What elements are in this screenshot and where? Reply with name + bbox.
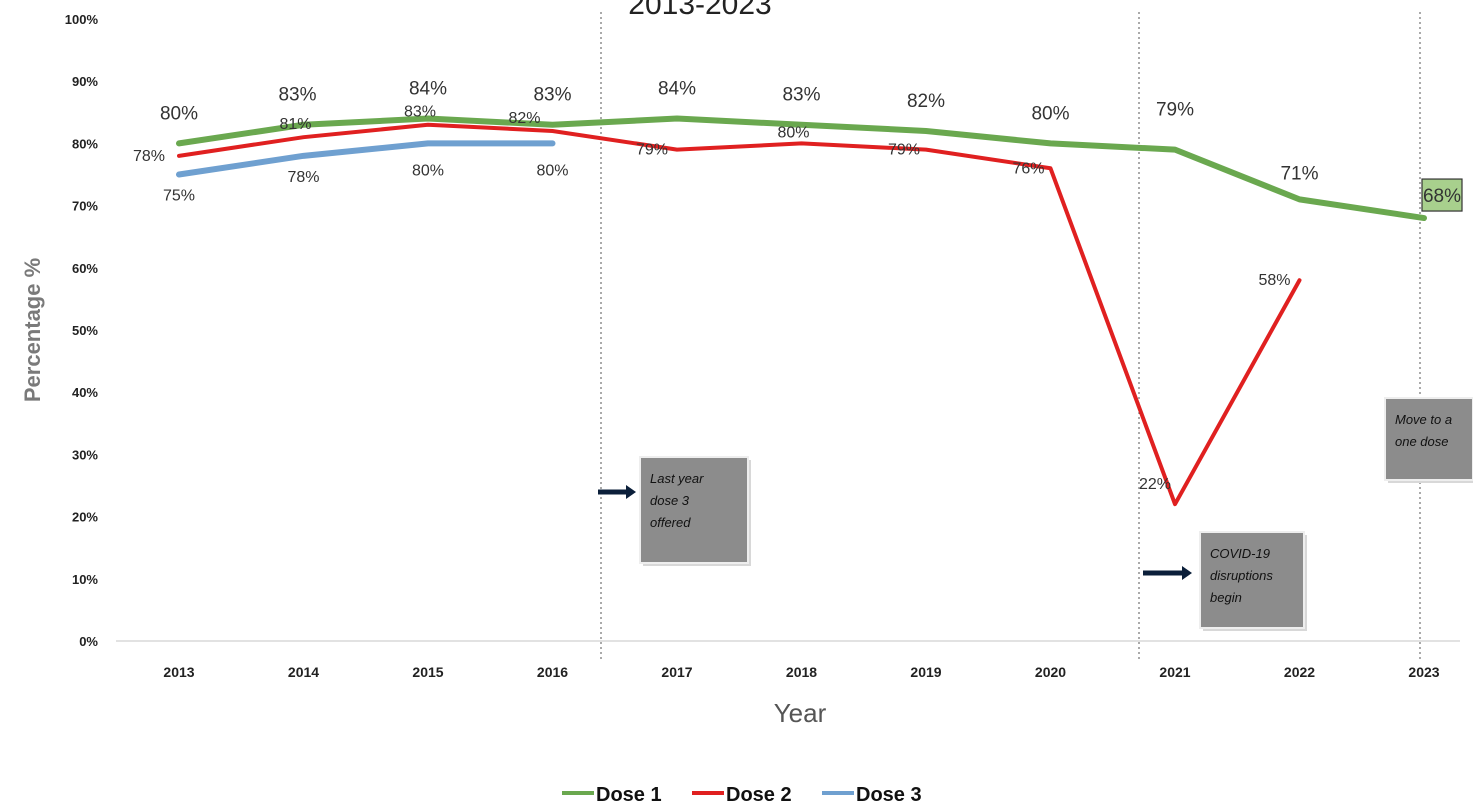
y-tick-label: 80% — [72, 136, 98, 151]
y-axis: 0% 10% 20% 30% 40% 50% 60% 70% 80% 90% 100% — [65, 12, 99, 649]
annotation-text: begin — [1210, 590, 1242, 605]
data-label: 83% — [404, 104, 436, 121]
data-label: 58% — [1258, 272, 1290, 289]
y-axis-title: Percentage % — [20, 258, 45, 402]
data-label: 80% — [777, 124, 809, 141]
annotation-box — [639, 456, 749, 564]
legend-label: Dose 3 — [856, 784, 922, 806]
annotation-text: COVID-19 — [1210, 546, 1270, 561]
y-tick-label: 50% — [72, 323, 98, 338]
x-tick-label: 2018 — [786, 664, 817, 680]
x-tick-label: 2015 — [412, 664, 443, 680]
data-label: 84% — [409, 79, 447, 100]
data-label: 71% — [1280, 163, 1318, 184]
highlight-box — [1421, 178, 1463, 212]
annotation-text: Last year — [650, 471, 704, 486]
x-tick-label: 2020 — [1035, 664, 1066, 680]
data-label: 81% — [279, 116, 311, 133]
y-tick-label: 60% — [72, 261, 98, 276]
y-tick-label: 100% — [65, 12, 99, 27]
x-tick-label: 2017 — [661, 664, 692, 680]
series-line-dose-1 — [176, 115, 1427, 222]
data-label: 80% — [412, 162, 444, 179]
data-label: 78% — [287, 169, 319, 186]
y-tick-label: 90% — [72, 74, 98, 89]
x-axis: 2013 2014 2015 2016 2017 2018 2019 2020 2021 2022… — [116, 640, 1460, 680]
data-label: 80% — [536, 162, 568, 179]
series-line-dose-2 — [177, 122, 1302, 507]
data-label: 79% — [888, 142, 920, 159]
annotation-text: disruptions — [1210, 568, 1273, 583]
legend: Dose 1 Dose 2 Dose 3 — [562, 784, 922, 806]
data-label: 83% — [533, 85, 571, 106]
x-tick-label: 2019 — [910, 664, 941, 680]
x-tick-label: 2021 — [1159, 664, 1190, 680]
data-label: 78% — [133, 148, 165, 165]
data-label: 82% — [508, 110, 540, 127]
annotation-text: one dose — [1395, 434, 1449, 449]
legend-label: Dose 1 — [596, 784, 662, 806]
arrow-head — [626, 485, 636, 499]
data-label: 79% — [636, 142, 668, 159]
x-tick-label: 2013 — [163, 664, 194, 680]
x-tick-label: 2014 — [288, 664, 319, 680]
y-tick-label: 0% — [79, 634, 98, 649]
reference-lines — [600, 12, 1421, 660]
chart-title: 2013-2023 — [628, 0, 771, 21]
y-tick-label: 30% — [72, 447, 98, 462]
annotation-box — [1384, 397, 1473, 481]
x-axis-title: Year — [774, 698, 827, 728]
annotations: Last year dose 3 offered COVID-19 disruption… — [598, 397, 1473, 631]
data-label: 22% — [1139, 476, 1171, 493]
annotation-text: dose 3 — [650, 493, 690, 508]
annotation-text: offered — [650, 515, 691, 530]
data-label: 82% — [907, 91, 945, 112]
x-tick-label: 2023 — [1408, 664, 1439, 680]
legend-label: Dose 2 — [726, 784, 792, 806]
x-tick-label: 2016 — [537, 664, 568, 680]
x-tick-label: 2022 — [1284, 664, 1315, 680]
data-label: 84% — [658, 79, 696, 100]
data-label: 79% — [1156, 100, 1194, 121]
y-tick-label: 10% — [72, 572, 98, 587]
data-label: 83% — [782, 85, 820, 106]
series-line-dose-3 — [176, 140, 556, 178]
annotation-box — [1199, 531, 1305, 629]
data-label: 83% — [278, 85, 316, 106]
y-tick-label: 70% — [72, 199, 98, 214]
data-labels: 80% 83% 84% 83% 84% 83% 82% 80% 79% 71% 68% 78% 81% 8… — [133, 79, 1463, 493]
y-tick-label: 20% — [72, 510, 98, 525]
series-lines — [176, 115, 1427, 507]
data-label: 76% — [1012, 160, 1044, 177]
arrow-head — [1182, 566, 1192, 580]
data-label: 80% — [1031, 103, 1069, 124]
data-label: 80% — [160, 103, 198, 124]
data-label: 75% — [163, 188, 195, 205]
data-label: 68% — [1423, 186, 1461, 207]
y-tick-label: 40% — [72, 385, 98, 400]
annotation-text: Move to a — [1395, 412, 1452, 427]
